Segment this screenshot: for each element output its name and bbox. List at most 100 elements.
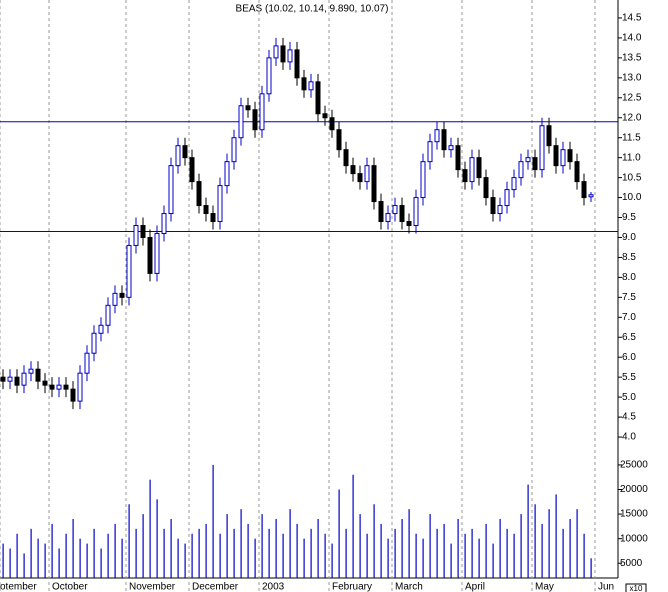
y-tick-label: 11.0 xyxy=(622,152,641,163)
y2-tick-label: 20000 xyxy=(620,484,648,495)
candle-body xyxy=(77,372,83,402)
volume-bar xyxy=(478,538,480,578)
x-tick-label: November xyxy=(129,582,176,592)
candle-body xyxy=(245,105,251,111)
candle-body xyxy=(448,145,454,151)
volume-bar xyxy=(457,519,459,578)
y-tick-label: 14.0 xyxy=(622,33,642,44)
candle-body xyxy=(497,205,503,215)
candle-body xyxy=(455,145,461,171)
y2-tick-label: 10000 xyxy=(620,533,648,544)
volume-bar xyxy=(317,519,319,578)
volume-bar xyxy=(471,528,473,578)
volume-bar xyxy=(135,528,137,578)
candle-body xyxy=(0,376,6,382)
y-tick-label: 8.0 xyxy=(622,272,636,283)
candle-body xyxy=(21,372,27,386)
y-tick-label: 6.0 xyxy=(622,352,636,363)
candle-body xyxy=(84,352,90,374)
volume-bar xyxy=(562,528,564,578)
candle-body xyxy=(259,93,265,131)
volume-bar xyxy=(366,533,368,578)
volume-bar xyxy=(100,548,102,578)
candle-body xyxy=(350,165,356,175)
y-tick-label: 12.5 xyxy=(622,92,642,103)
candle-body xyxy=(581,181,587,199)
y-tick-label: 7.0 xyxy=(622,312,636,323)
candle-body xyxy=(315,81,321,115)
candle-body xyxy=(308,81,314,91)
volume-bar xyxy=(352,474,354,578)
candle-body xyxy=(469,157,475,183)
volume-bar xyxy=(464,533,466,578)
candle-body xyxy=(56,384,62,390)
x-tick-label: otember xyxy=(0,582,37,592)
candle-body xyxy=(217,185,223,223)
volume-bar xyxy=(191,533,193,578)
candle-body xyxy=(574,161,580,183)
volume-bar xyxy=(485,523,487,578)
volume-bar xyxy=(149,479,151,578)
candle-body xyxy=(560,149,566,167)
candle-body xyxy=(161,213,167,234)
x-tick-label: 2003 xyxy=(262,582,285,592)
candle-body xyxy=(378,201,384,223)
volume-bar xyxy=(359,514,361,578)
volume-bar xyxy=(72,519,74,578)
volume-bar xyxy=(58,548,60,578)
y2-tick-label: 25000 xyxy=(620,460,648,471)
volume-bar xyxy=(44,543,46,578)
candle-body xyxy=(112,292,118,306)
x-tick-label: March xyxy=(395,582,423,592)
volume-bar xyxy=(443,523,445,578)
volume-bar xyxy=(555,494,557,578)
volume-bar xyxy=(240,509,242,578)
volume-bar xyxy=(30,528,32,578)
candle-body xyxy=(154,232,160,274)
volume-bar xyxy=(289,509,291,578)
x-tick-label: Jun xyxy=(598,582,614,592)
volume-bar xyxy=(23,553,25,578)
y-tick-label: 5.5 xyxy=(622,372,636,383)
volume-bar xyxy=(324,533,326,578)
volume-bar xyxy=(37,538,39,578)
candle-body xyxy=(294,49,300,79)
volume-bar xyxy=(422,538,424,578)
volume-bar xyxy=(310,528,312,578)
candle-body xyxy=(462,169,468,183)
candle-body xyxy=(63,384,69,390)
candle-body xyxy=(273,45,279,59)
candle-body xyxy=(511,177,517,191)
candle-body xyxy=(329,117,335,131)
y-tick-label: 7.5 xyxy=(622,292,636,303)
y-tick-label: 12.0 xyxy=(622,112,642,123)
y-tick-label: 8.5 xyxy=(622,252,636,263)
volume-bar xyxy=(93,528,95,578)
volume-bar xyxy=(436,528,438,578)
candle-body xyxy=(539,125,545,171)
volume-bar xyxy=(142,514,144,578)
candle-body xyxy=(553,145,559,167)
volume-bar xyxy=(254,538,256,578)
volume-bar xyxy=(527,484,529,578)
candle-body xyxy=(546,125,552,147)
volume-bar xyxy=(170,519,172,578)
volume-bar xyxy=(429,514,431,578)
volume-multiplier: x10 xyxy=(630,584,643,592)
candle-body xyxy=(476,157,482,179)
candle-body xyxy=(301,77,307,91)
volume-bar xyxy=(506,528,508,578)
x-tick-label: April xyxy=(465,582,485,592)
volume-bar xyxy=(576,509,578,578)
candle-body xyxy=(371,165,377,203)
volume-bar xyxy=(541,523,543,578)
y-tick-label: 5.0 xyxy=(622,392,636,403)
candle-body xyxy=(490,197,496,215)
y2-tick-label: 15000 xyxy=(620,509,648,520)
volume-bar xyxy=(303,538,305,578)
candle-body xyxy=(133,225,139,246)
candle-body xyxy=(434,129,440,143)
candle-body xyxy=(105,304,111,326)
candle-body xyxy=(182,145,188,159)
candle-body xyxy=(35,368,41,382)
